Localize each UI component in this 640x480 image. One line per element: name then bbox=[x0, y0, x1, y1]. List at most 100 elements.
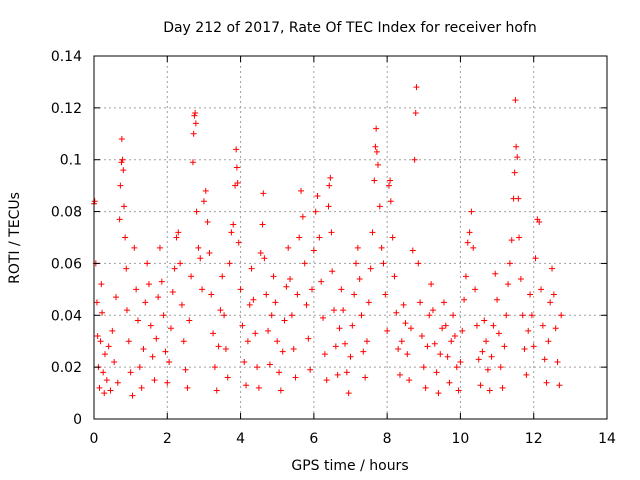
data-point bbox=[109, 327, 116, 334]
data-point bbox=[514, 154, 521, 161]
data-point bbox=[261, 255, 268, 262]
plot-frame bbox=[93, 55, 608, 420]
data-point bbox=[153, 335, 160, 342]
data-point bbox=[123, 307, 130, 314]
data-point bbox=[116, 216, 123, 223]
data-point bbox=[511, 169, 518, 176]
data-point bbox=[554, 358, 561, 365]
data-point bbox=[144, 260, 151, 267]
data-point bbox=[127, 369, 134, 376]
data-point bbox=[400, 301, 407, 308]
data-point bbox=[129, 392, 136, 399]
data-point bbox=[169, 288, 176, 295]
data-point bbox=[235, 239, 242, 246]
y-tick-label: 0.1 bbox=[60, 153, 82, 169]
data-point bbox=[226, 260, 233, 267]
data-point bbox=[233, 164, 240, 171]
data-point bbox=[343, 369, 350, 376]
data-point bbox=[107, 387, 114, 394]
data-point bbox=[117, 182, 124, 189]
data-point bbox=[475, 356, 482, 363]
data-point bbox=[105, 343, 112, 350]
data-point bbox=[276, 369, 283, 376]
data-point bbox=[305, 335, 312, 342]
data-point bbox=[541, 356, 548, 363]
data-point bbox=[246, 301, 253, 308]
data-point bbox=[96, 384, 103, 391]
data-point bbox=[444, 353, 451, 360]
data-point bbox=[527, 291, 534, 298]
data-point bbox=[254, 364, 261, 371]
data-point bbox=[156, 244, 163, 251]
data-point bbox=[301, 260, 308, 267]
data-point bbox=[316, 234, 323, 241]
data-point bbox=[393, 309, 400, 316]
data-point bbox=[103, 377, 110, 384]
data-point bbox=[274, 338, 281, 345]
data-point bbox=[486, 387, 493, 394]
y-tick-label: 0.08 bbox=[51, 205, 82, 221]
data-point bbox=[197, 255, 204, 262]
data-point bbox=[367, 265, 374, 272]
data-point bbox=[140, 345, 147, 352]
data-point bbox=[389, 234, 396, 241]
data-point bbox=[543, 379, 550, 386]
data-point bbox=[211, 364, 218, 371]
data-point bbox=[233, 146, 240, 153]
data-point bbox=[536, 218, 543, 225]
data-point bbox=[241, 358, 248, 365]
data-point bbox=[224, 374, 231, 381]
data-point bbox=[422, 384, 429, 391]
data-point bbox=[477, 382, 484, 389]
data-point bbox=[111, 358, 118, 365]
data-point bbox=[191, 112, 198, 119]
data-point bbox=[404, 351, 411, 358]
data-point bbox=[208, 291, 215, 298]
data-point bbox=[545, 338, 552, 345]
data-point bbox=[428, 281, 435, 288]
data-point bbox=[133, 286, 140, 293]
data-point bbox=[495, 330, 502, 337]
data-point bbox=[523, 371, 530, 378]
data-point bbox=[239, 322, 246, 329]
data-point bbox=[93, 299, 100, 306]
data-point bbox=[552, 325, 559, 332]
data-point bbox=[501, 343, 508, 350]
data-point bbox=[547, 299, 554, 306]
grid-vertical-lines bbox=[166, 56, 535, 419]
data-point bbox=[178, 301, 185, 308]
data-point bbox=[215, 343, 222, 350]
data-point bbox=[488, 353, 495, 360]
data-point bbox=[213, 387, 220, 394]
data-point bbox=[244, 338, 251, 345]
data-point bbox=[338, 286, 345, 293]
data-point bbox=[270, 273, 277, 280]
data-point bbox=[303, 301, 310, 308]
data-point bbox=[440, 299, 447, 306]
data-point bbox=[171, 265, 178, 272]
data-point bbox=[232, 182, 239, 189]
x-axis-ticks: 0 2 4 6 8 10 12 14 bbox=[90, 56, 616, 447]
data-point bbox=[406, 377, 413, 384]
data-point bbox=[363, 338, 370, 345]
data-point bbox=[490, 322, 497, 329]
data-point bbox=[376, 203, 383, 210]
data-point bbox=[349, 322, 356, 329]
data-point bbox=[415, 260, 422, 267]
data-point bbox=[556, 382, 563, 389]
data-point bbox=[539, 322, 546, 329]
data-point bbox=[362, 374, 369, 381]
data-point bbox=[155, 294, 162, 301]
data-point bbox=[175, 229, 182, 236]
data-point bbox=[481, 317, 488, 324]
data-point bbox=[167, 325, 174, 332]
data-point bbox=[516, 234, 523, 241]
data-point bbox=[331, 307, 338, 314]
data-point bbox=[192, 110, 199, 117]
data-point bbox=[321, 351, 328, 358]
data-point bbox=[138, 384, 145, 391]
data-point bbox=[462, 273, 469, 280]
data-point bbox=[120, 167, 127, 174]
data-point bbox=[373, 125, 380, 132]
